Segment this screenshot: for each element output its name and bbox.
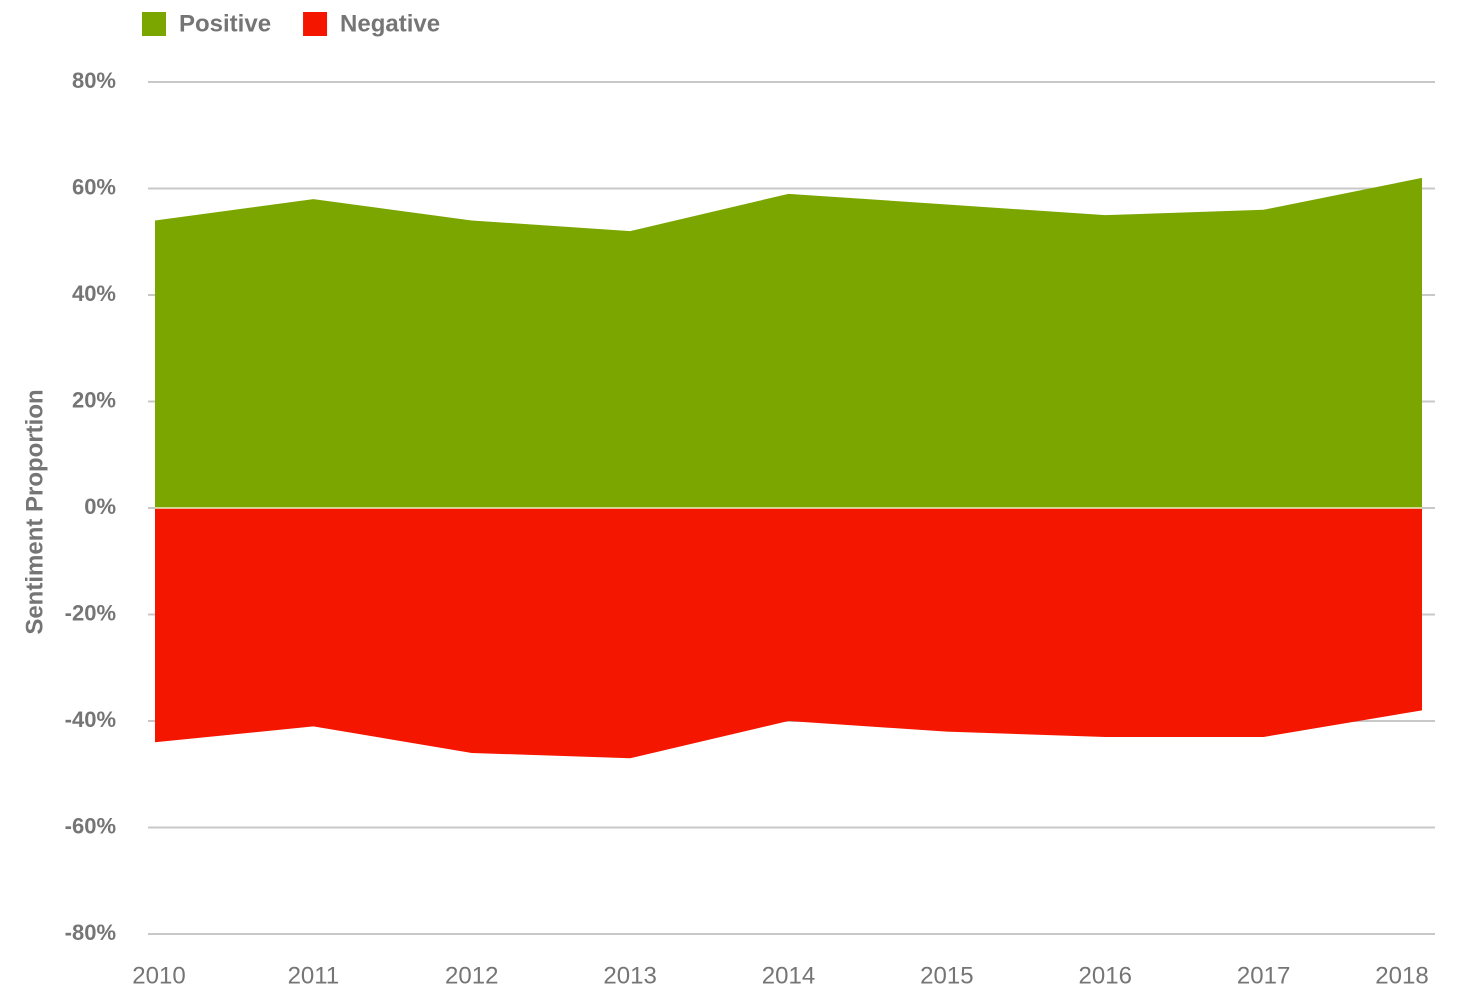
y-tick-label: -20% [65,600,116,625]
area [155,177,1422,508]
x-tick-label: 2017 [1237,962,1290,989]
y-tick-label: -60% [65,813,116,838]
legend-label: Positive [179,10,271,37]
x-tick-label: 2011 [288,962,340,989]
x-tick-label: 2018 [1375,962,1428,989]
x-tick-label: 2016 [1079,962,1132,989]
x-tick-label: 2010 [132,962,185,989]
y-axis-title: Sentiment Proportion [21,389,48,634]
legend-label: Negative [340,10,440,37]
y-tick-label: 20% [72,387,116,412]
x-tick-label: 2014 [762,962,815,989]
y-tick-label: 80% [72,68,116,93]
y-tick-label: -80% [65,920,116,945]
legend-swatch [142,12,166,36]
y-tick-label: 0% [84,494,116,519]
area [155,508,1422,759]
legend-swatch [303,12,328,36]
x-tick-label: 2015 [920,962,973,989]
y-tick-label: -40% [65,707,116,732]
y-tick-label: 60% [72,174,116,199]
x-tick-label: 2012 [445,962,498,989]
x-tick-label: 2013 [603,962,656,989]
y-tick-label: 40% [72,281,116,306]
